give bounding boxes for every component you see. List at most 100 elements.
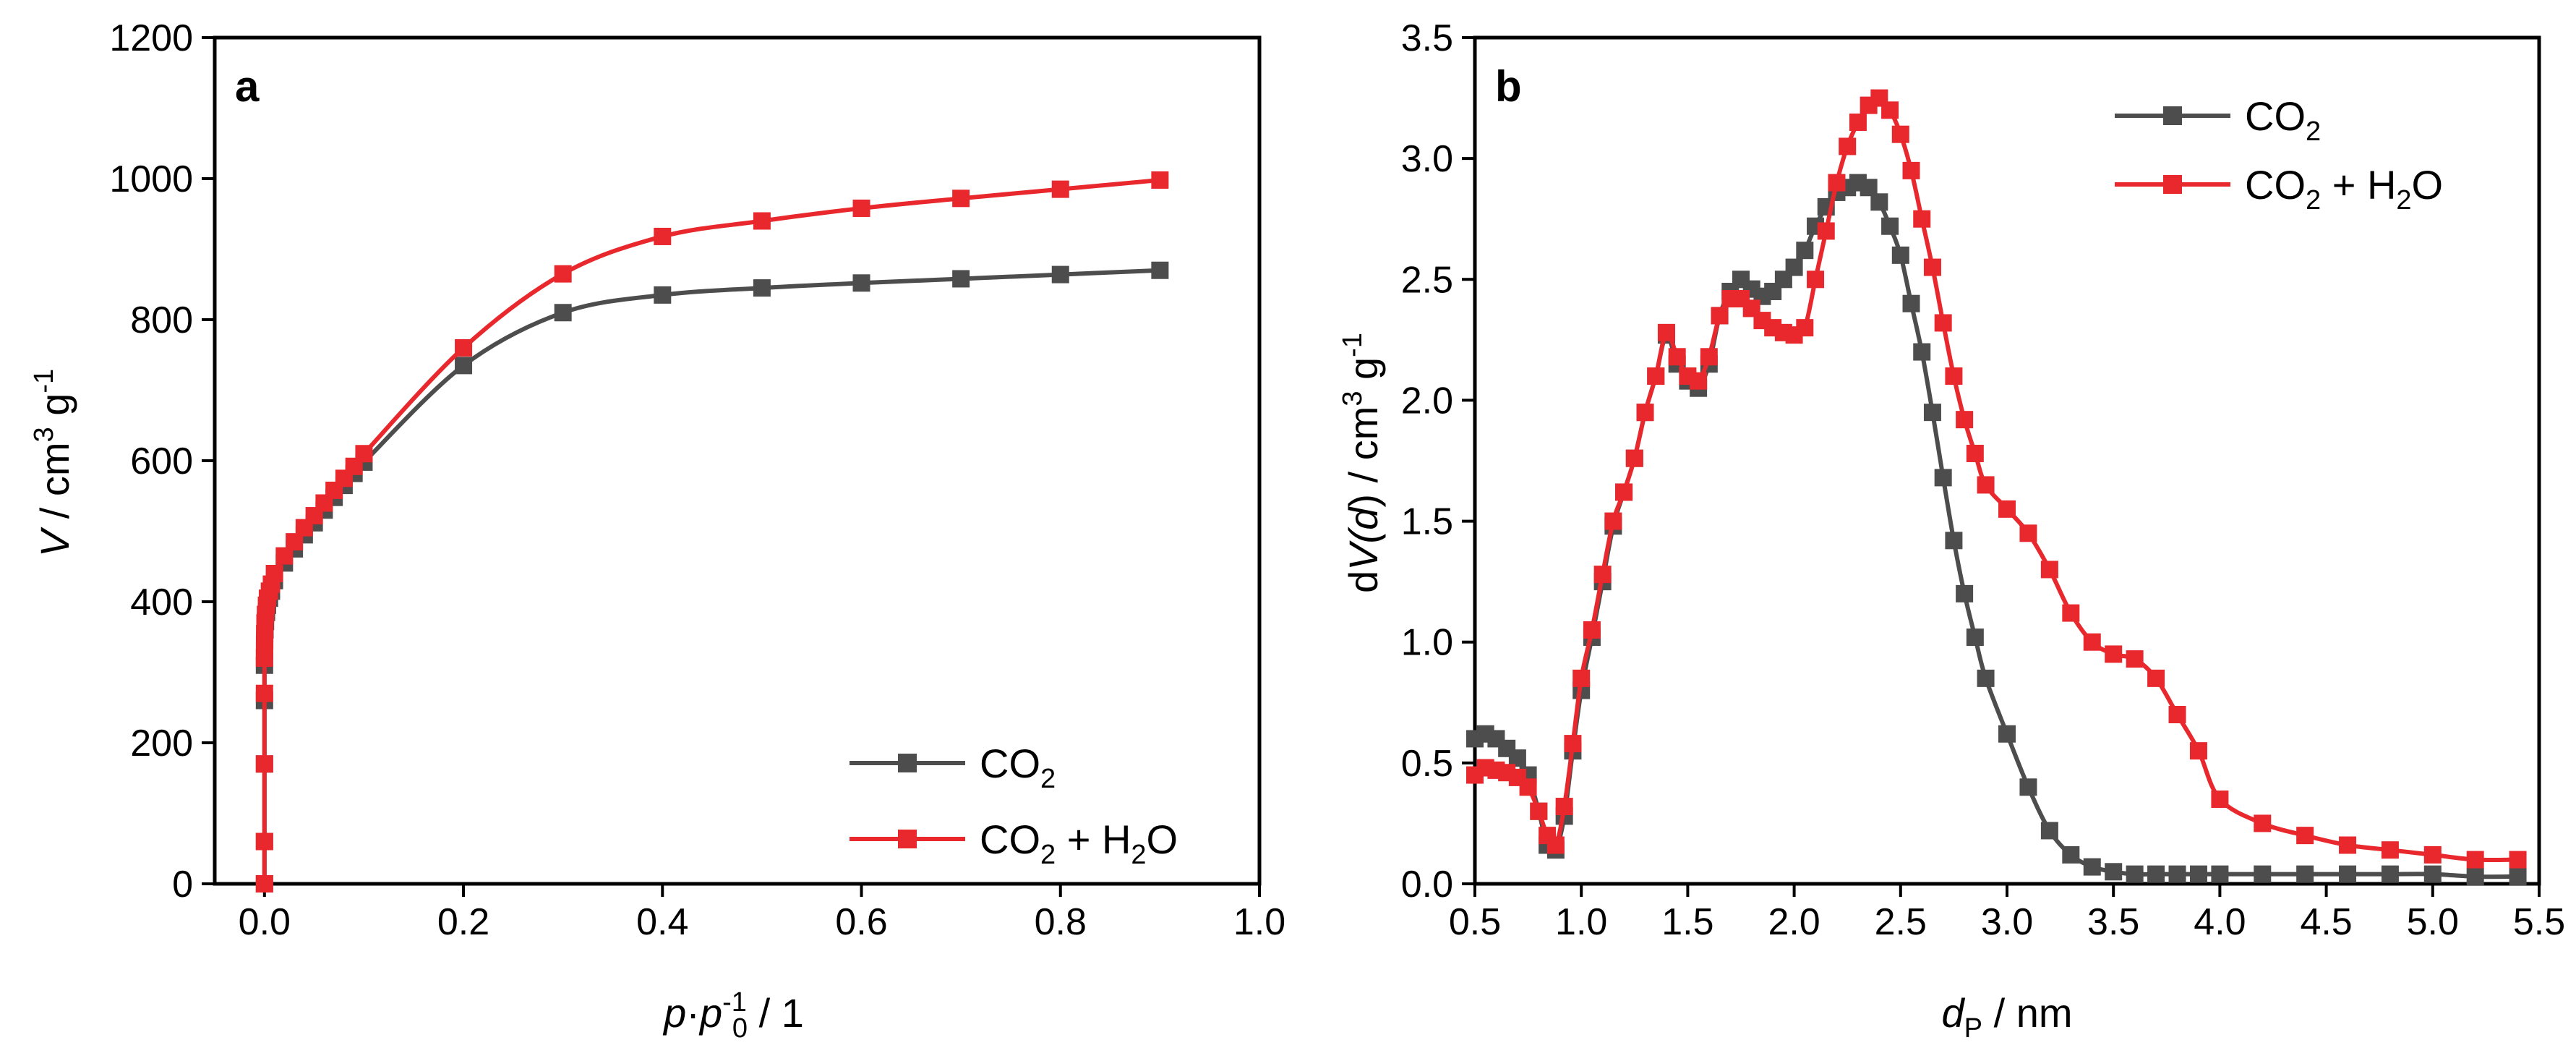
data-point [1807,270,1825,289]
panel-b-letter: b [1495,62,1522,111]
data-point [2062,604,2080,622]
y-tick-label: 200 [130,723,193,764]
series-line-1 [1473,95,2518,863]
data-point [1555,798,1573,816]
data-point [1636,404,1654,422]
panel-a-series [255,171,1169,892]
y-tick-label: 600 [130,440,193,482]
data-point [2147,865,2165,883]
data-point [1546,836,1565,854]
data-point [1711,307,1729,325]
data-point [2040,822,2058,840]
data-point [2509,867,2527,885]
data-point [1828,174,1846,192]
x-tick-label: 1.0 [1233,901,1285,943]
panel-a-letter: a [235,62,260,111]
data-point [1998,500,2016,518]
data-point [1902,161,1920,179]
data-point [1945,532,1963,550]
x-tick-label: 3.0 [1981,901,2033,943]
data-point [1051,265,1069,284]
data-point [1849,114,1867,131]
data-point [2339,865,2357,883]
data-point [1902,294,1920,312]
data-point [1572,669,1591,687]
data-point [1870,193,1888,211]
data-point [1508,749,1526,767]
data-point [2083,633,2101,651]
data-point [1913,210,1931,228]
y-tick-label: 1000 [109,158,193,200]
data-point [1945,367,1963,385]
data-point [753,279,771,297]
data-point [852,274,870,292]
data-point [2509,851,2527,869]
data-point [1956,584,1974,602]
x-tick-label: 0.4 [636,901,688,943]
x-tick-label: 3.5 [2087,901,2139,943]
data-point [2019,524,2037,542]
x-tick-label: 1.5 [1661,901,1713,943]
data-point [1839,137,1857,156]
data-point [1923,404,1941,422]
data-point [2083,858,2101,876]
data-point [2147,669,2165,687]
data-point [1860,179,1878,197]
data-point [1690,372,1708,390]
panel-b-chart: 0.5 1.0 1.5 2.0 2.5 3.0 3.5 4.0 4.5 5.0 5.5 0.00.5… [1338,17,2565,1044]
data-point [255,684,273,702]
data-point [1977,669,1995,687]
data-point [1891,125,1909,143]
data-point [654,227,672,245]
data-point [2381,865,2399,883]
panel-b-legend-entry-co2-h2o: CO2 + H2O [2115,162,2443,216]
x-tick-label: 1.0 [1555,901,1607,943]
data-point [1923,258,1941,276]
data-point [1151,171,1169,189]
series-line-0 [1473,180,2518,879]
data-point [2466,867,2484,885]
data-point [2105,863,2123,881]
data-point [554,265,572,283]
y-tick-label: 0.0 [1401,864,1453,906]
data-point [753,212,771,230]
panel-b-y-axis-title: dV(d) / cm3 g-1 [1338,333,1386,593]
y-tick-label: 1.5 [1401,501,1453,543]
data-point [1913,343,1931,361]
panel-a-legend: CO2 CO2 + H2O [850,741,1178,870]
data-point [1966,444,1984,462]
data-point [1956,411,1974,429]
y-tick-label: 3.5 [1401,17,1453,59]
data-point [1977,476,1995,494]
data-point [1564,735,1582,753]
panel-b-x-ticks: 0.5 1.0 1.5 2.0 2.5 3.0 3.5 4.0 4.5 5.0 5.5 [1449,884,2565,943]
data-point [1647,367,1665,385]
data-point [1519,778,1537,796]
data-point [1583,621,1601,639]
data-point [1934,469,1952,487]
y-tick-label: 2.0 [1401,380,1453,422]
data-point [1785,258,1803,276]
data-point [1934,314,1952,332]
data-point [2019,778,2037,796]
panel-b-legend-entry-co2: CO2 [2115,93,2321,147]
data-point [2168,865,2186,883]
y-tick-label: 400 [130,581,193,623]
x-tick-label: 4.0 [2194,901,2246,943]
panel-a-legend-label-co2-h2o: CO2 + H2O [980,817,1178,870]
data-point [2062,845,2080,864]
data-point [1817,222,1835,240]
panel-b-y-ticks: 0.0 0.5 1.0 1.5 2.0 2.5 3.0 3.5 [1401,17,1475,906]
data-point [952,270,970,288]
data-point [1881,101,1899,119]
data-point [355,445,373,463]
panel-a-legend-label-co2: CO2 [980,741,1056,794]
data-point [2189,742,2207,760]
data-point [554,304,572,322]
data-point [1668,348,1686,366]
panel-b-series [1466,89,2527,885]
y-tick-label: 0.5 [1401,743,1453,785]
panel-a-legend-entry-co2: CO2 [850,741,1056,794]
data-point [1700,348,1718,366]
data-point [2040,561,2058,579]
